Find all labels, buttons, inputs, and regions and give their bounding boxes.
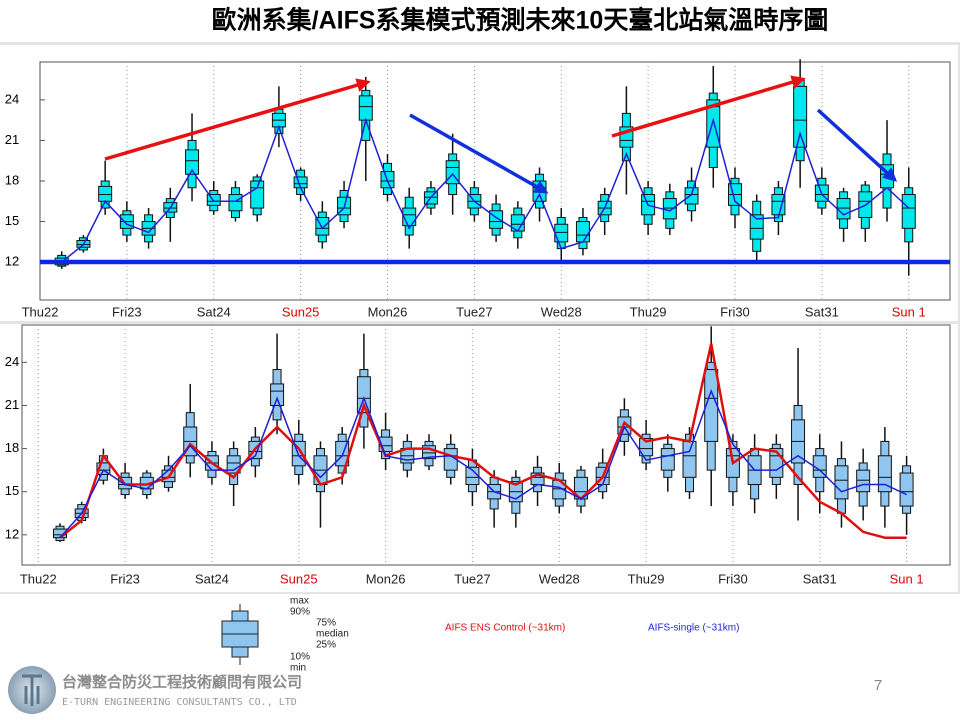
x-tick-label: Fri23 — [110, 571, 140, 586]
x-tick-label: Sun25 — [280, 571, 318, 586]
x-tick-label: Tue27 — [454, 571, 490, 586]
x-tick-label: Wed28 — [539, 571, 580, 586]
x-tick-label: Tue27 — [456, 304, 492, 319]
box-inner — [684, 187, 699, 205]
arrow — [816, 108, 898, 182]
box-inner — [877, 455, 892, 493]
y-tick-label: 18 — [5, 172, 19, 187]
legend-stat: min — [290, 663, 306, 674]
box-inner — [682, 440, 697, 478]
x-tick-label: Thu22 — [22, 304, 59, 319]
box-inner — [793, 85, 808, 148]
y-tick-label: 12 — [5, 526, 19, 541]
y-tick-label: 18 — [5, 440, 19, 455]
box-inner — [836, 198, 851, 220]
slide-title: 歐洲系集/AIFS系集模式預測未來10天臺北站氣溫時序圖 — [212, 6, 829, 35]
box-inner — [706, 99, 721, 148]
x-tick-label: Sat31 — [803, 571, 837, 586]
box-inner — [639, 438, 654, 457]
box-inner — [228, 194, 243, 212]
box-inner — [749, 214, 764, 240]
box-inner — [206, 194, 221, 206]
series-line — [61, 117, 910, 263]
series-line — [59, 389, 907, 539]
arrow — [409, 113, 549, 194]
x-tick-label: Fri30 — [720, 304, 750, 319]
legend-stat: 25% — [316, 640, 336, 651]
company-name-en: E-TURN ENGINEERING CONSULTANTS CO., LTD — [62, 697, 297, 708]
x-tick-label: Thu22 — [20, 571, 57, 586]
legend-box — [212, 598, 755, 672]
box-inner — [356, 376, 371, 414]
x-tick-label: Fri30 — [718, 571, 748, 586]
legend-stat: 90% — [290, 607, 310, 618]
plot-frame — [21, 324, 951, 566]
legend-stat: max — [290, 596, 309, 607]
arrow — [611, 75, 806, 138]
x-tick-label: Sat24 — [197, 304, 231, 319]
x-tick-label: Sun 1 — [890, 571, 924, 586]
x-tick-label: Sat24 — [195, 571, 229, 586]
y-tick-label: 24 — [5, 354, 19, 369]
x-tick-label: Sat31 — [805, 304, 839, 319]
top-chart-bg — [0, 45, 958, 321]
y-tick-label: 21 — [5, 397, 19, 412]
page-number: 7 — [874, 677, 882, 694]
box-inner — [660, 448, 675, 471]
y-tick-label: 24 — [5, 91, 19, 106]
x-tick-label: Mon26 — [366, 571, 406, 586]
box-inner — [834, 465, 849, 500]
x-tick-label: Sun 1 — [892, 304, 926, 319]
y-tick-label: 15 — [5, 213, 19, 228]
box-inner — [270, 383, 285, 406]
box-inner — [250, 180, 265, 209]
box-inner — [98, 185, 113, 202]
company-name: 台灣整合防災工程技術顧問有限公司 — [62, 673, 302, 691]
box-inner — [575, 221, 590, 243]
x-tick-label: Thu29 — [628, 571, 665, 586]
legend-stat: 75% — [316, 618, 336, 629]
x-tick-label: Mon26 — [368, 304, 408, 319]
y-tick-label: 15 — [5, 483, 19, 498]
legend-entry: AIFS-single (~31km) — [648, 623, 739, 634]
box-inner — [856, 469, 871, 493]
x-tick-label: Wed28 — [541, 304, 582, 319]
y-tick-label: 12 — [5, 254, 19, 269]
legend-stat: median — [316, 629, 349, 640]
legend-entry: AIFS ENS Control (~31km) — [445, 623, 565, 634]
legend-stat: 10% — [290, 652, 310, 663]
arrow — [104, 78, 371, 161]
x-tick-label: Thu29 — [630, 304, 667, 319]
box-inner — [662, 198, 677, 220]
box-inner — [185, 149, 200, 175]
box-inner — [901, 194, 916, 229]
series-line — [59, 343, 907, 539]
x-tick-label: Fri23 — [112, 304, 142, 319]
y-tick-label: 21 — [5, 132, 19, 147]
annotations — [40, 75, 950, 265]
logo-mark — [22, 674, 42, 706]
box-inner — [358, 95, 373, 121]
box-inner — [96, 462, 111, 475]
x-tick-label: Sun25 — [282, 304, 320, 319]
box-inner — [899, 472, 914, 507]
